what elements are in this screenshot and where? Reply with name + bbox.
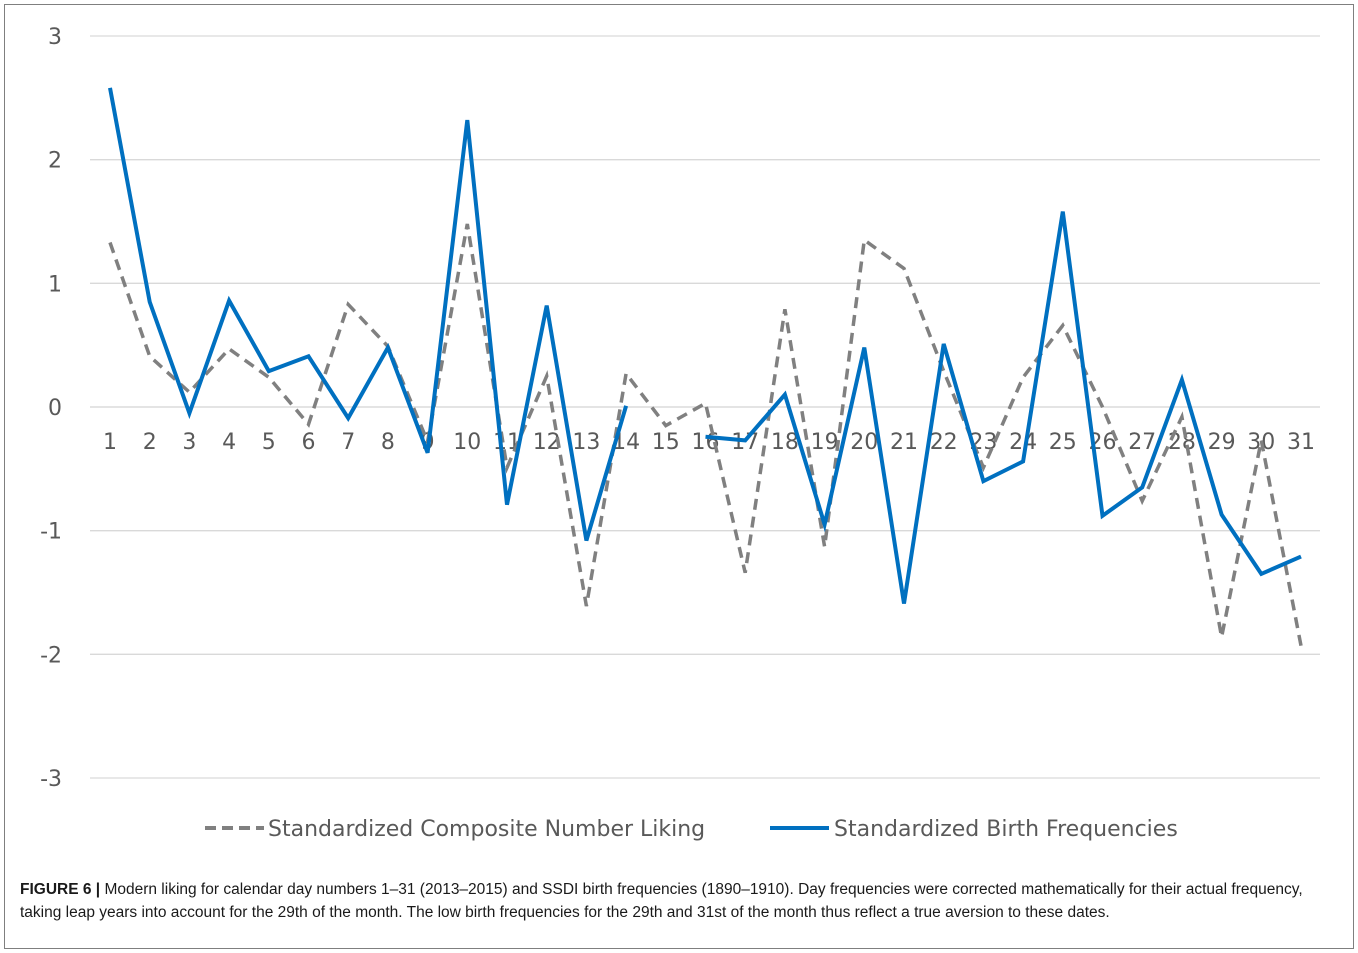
x-tick-label: 18 — [771, 430, 799, 455]
x-tick-label: 15 — [652, 430, 680, 455]
y-axis-ticks: 3 2 1 0 -1 -2 -3 — [40, 25, 62, 792]
y-tick-label: -3 — [40, 767, 62, 792]
x-axis: 1 2 3 4 5 6 7 8 9 10 11 12 13 14 15 16 17 18 19 20 21 22 23 24 2… — [90, 406, 1320, 455]
x-tick-label: 7 — [341, 430, 355, 455]
x-tick-label: 31 — [1287, 430, 1315, 455]
series-line-standardized-birth-frequencies — [705, 211, 1302, 604]
x-tick-label: 17 — [731, 430, 759, 455]
figure-caption: FIGURE 6 | Modern liking for calendar da… — [20, 878, 1340, 924]
x-tick-label: 22 — [930, 430, 958, 455]
x-tick-label: 10 — [453, 430, 481, 455]
x-tick-label: 27 — [1128, 430, 1156, 455]
figure-caption-text: Modern liking for calendar day numbers 1… — [20, 881, 1303, 921]
x-tick-label: 21 — [890, 430, 918, 455]
x-tick-label: 12 — [533, 430, 561, 455]
x-tick-label: 8 — [381, 430, 395, 455]
series-line-standardized-birth-frequencies — [108, 87, 629, 542]
series-lines — [108, 87, 1303, 647]
legend-label-number-liking: Standardized Composite Number Liking — [268, 817, 705, 842]
x-tick-label: 19 — [811, 430, 839, 455]
y-tick-label: 3 — [48, 25, 62, 50]
y-tick-label: 0 — [48, 396, 62, 421]
x-tick-label: 25 — [1049, 430, 1077, 455]
x-tick-label: 3 — [182, 430, 196, 455]
x-tick-label: 29 — [1208, 430, 1236, 455]
x-tick-label: 2 — [143, 430, 157, 455]
figure-frame — [4, 4, 1354, 949]
x-tick-label: 5 — [262, 430, 276, 455]
figure-caption-label: FIGURE 6 | — [20, 881, 101, 898]
x-tick-label: 20 — [850, 430, 878, 455]
legend-label-birth-frequencies: Standardized Birth Frequencies — [834, 817, 1178, 842]
legend: Standardized Composite Number Liking Sta… — [205, 817, 1178, 842]
y-tick-label: -1 — [40, 520, 62, 545]
x-tick-label: 4 — [222, 430, 236, 455]
x-tick-label: 6 — [302, 430, 316, 455]
y-tick-label: 2 — [48, 149, 62, 174]
y-tick-label: 1 — [48, 272, 62, 297]
x-tick-label: 13 — [572, 430, 600, 455]
x-tick-label: 1 — [103, 430, 117, 455]
y-tick-label: -2 — [40, 643, 62, 668]
